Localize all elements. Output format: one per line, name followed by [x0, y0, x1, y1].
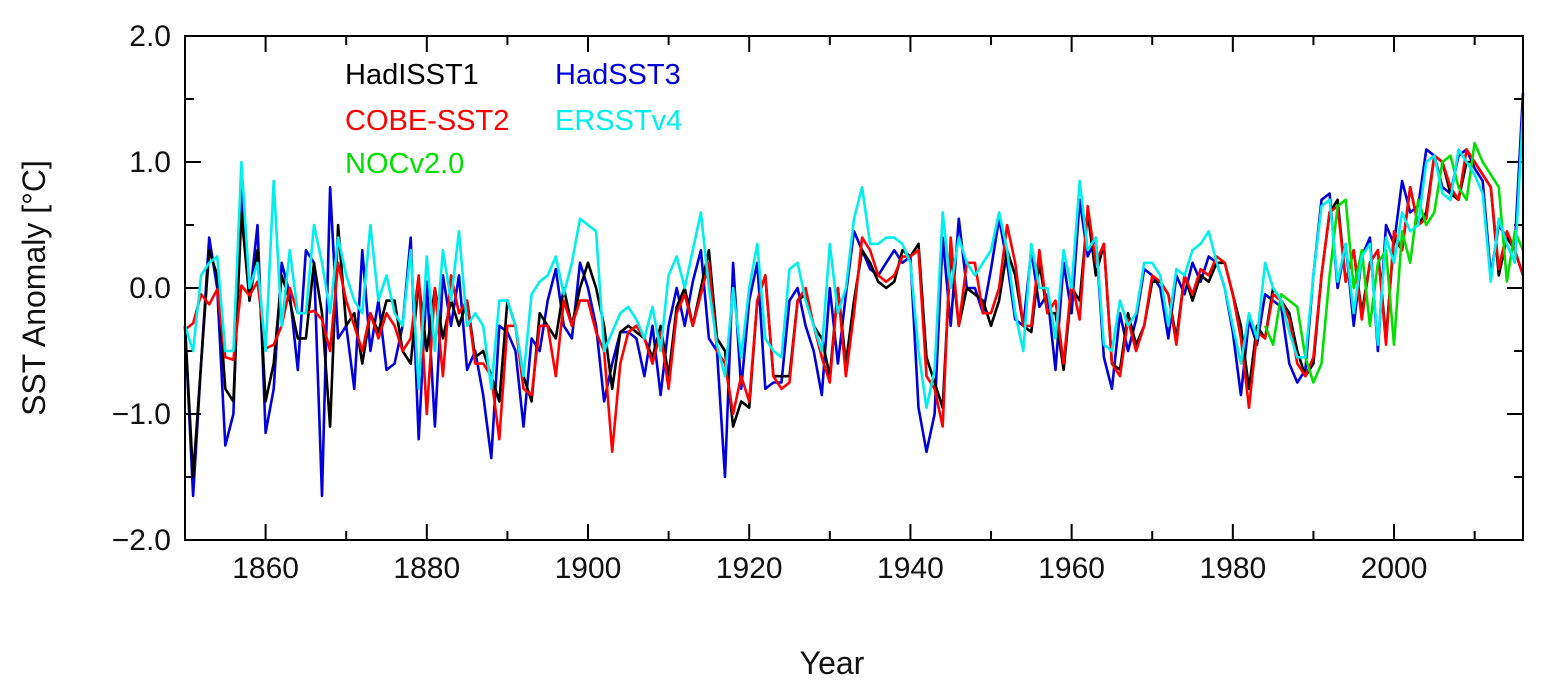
x-tick-label: 1860: [232, 552, 299, 585]
x-tick-label: 1900: [555, 552, 622, 585]
legend: HadISST1 COBE-SST2 NOCv2.0 HadSST3 ERSST…: [345, 59, 682, 180]
series-lines: [183, 92, 1525, 498]
y-axis-title: SST Anomaly [°C]: [16, 160, 52, 416]
x-axis-title: Year: [800, 645, 865, 681]
x-tick-label: 1880: [393, 552, 460, 585]
x-tick-label: 2000: [1361, 552, 1428, 585]
plot-frame: [184, 35, 1524, 541]
series-line-hadisst1: [183, 154, 1525, 479]
y-tick-label: 2.0: [129, 20, 171, 53]
y-tick-label: 0.0: [129, 272, 171, 305]
y-tick-label: 1.0: [129, 146, 171, 179]
x-tick-label: 1920: [716, 552, 783, 585]
legend-cobe-sst2: COBE-SST2: [345, 105, 509, 137]
x-tick-label: 1940: [877, 552, 944, 585]
legend-ersstv4: ERSSTv4: [555, 105, 682, 137]
legend-nocv2: NOCv2.0: [345, 148, 464, 180]
y-tick-label: −1.0: [112, 398, 171, 431]
y-tick-label: −2.0: [112, 524, 171, 557]
tick-labels: 1860 1880 1900 1920 1940 1960 1980 2000 −2.0 −1.0…: [112, 20, 1428, 585]
series-line-cobe-sst2: [184, 148, 1525, 454]
series-line-ersstv4: [183, 111, 1525, 409]
series-line-nocv2: [1263, 141, 1525, 384]
legend-hadsst3: HadSST3: [555, 59, 681, 91]
axis-ticks: [185, 36, 1523, 540]
x-tick-label: 1960: [1038, 552, 1105, 585]
legend-hadisst1: HadISST1: [345, 59, 479, 91]
x-tick-label: 1980: [1199, 552, 1266, 585]
